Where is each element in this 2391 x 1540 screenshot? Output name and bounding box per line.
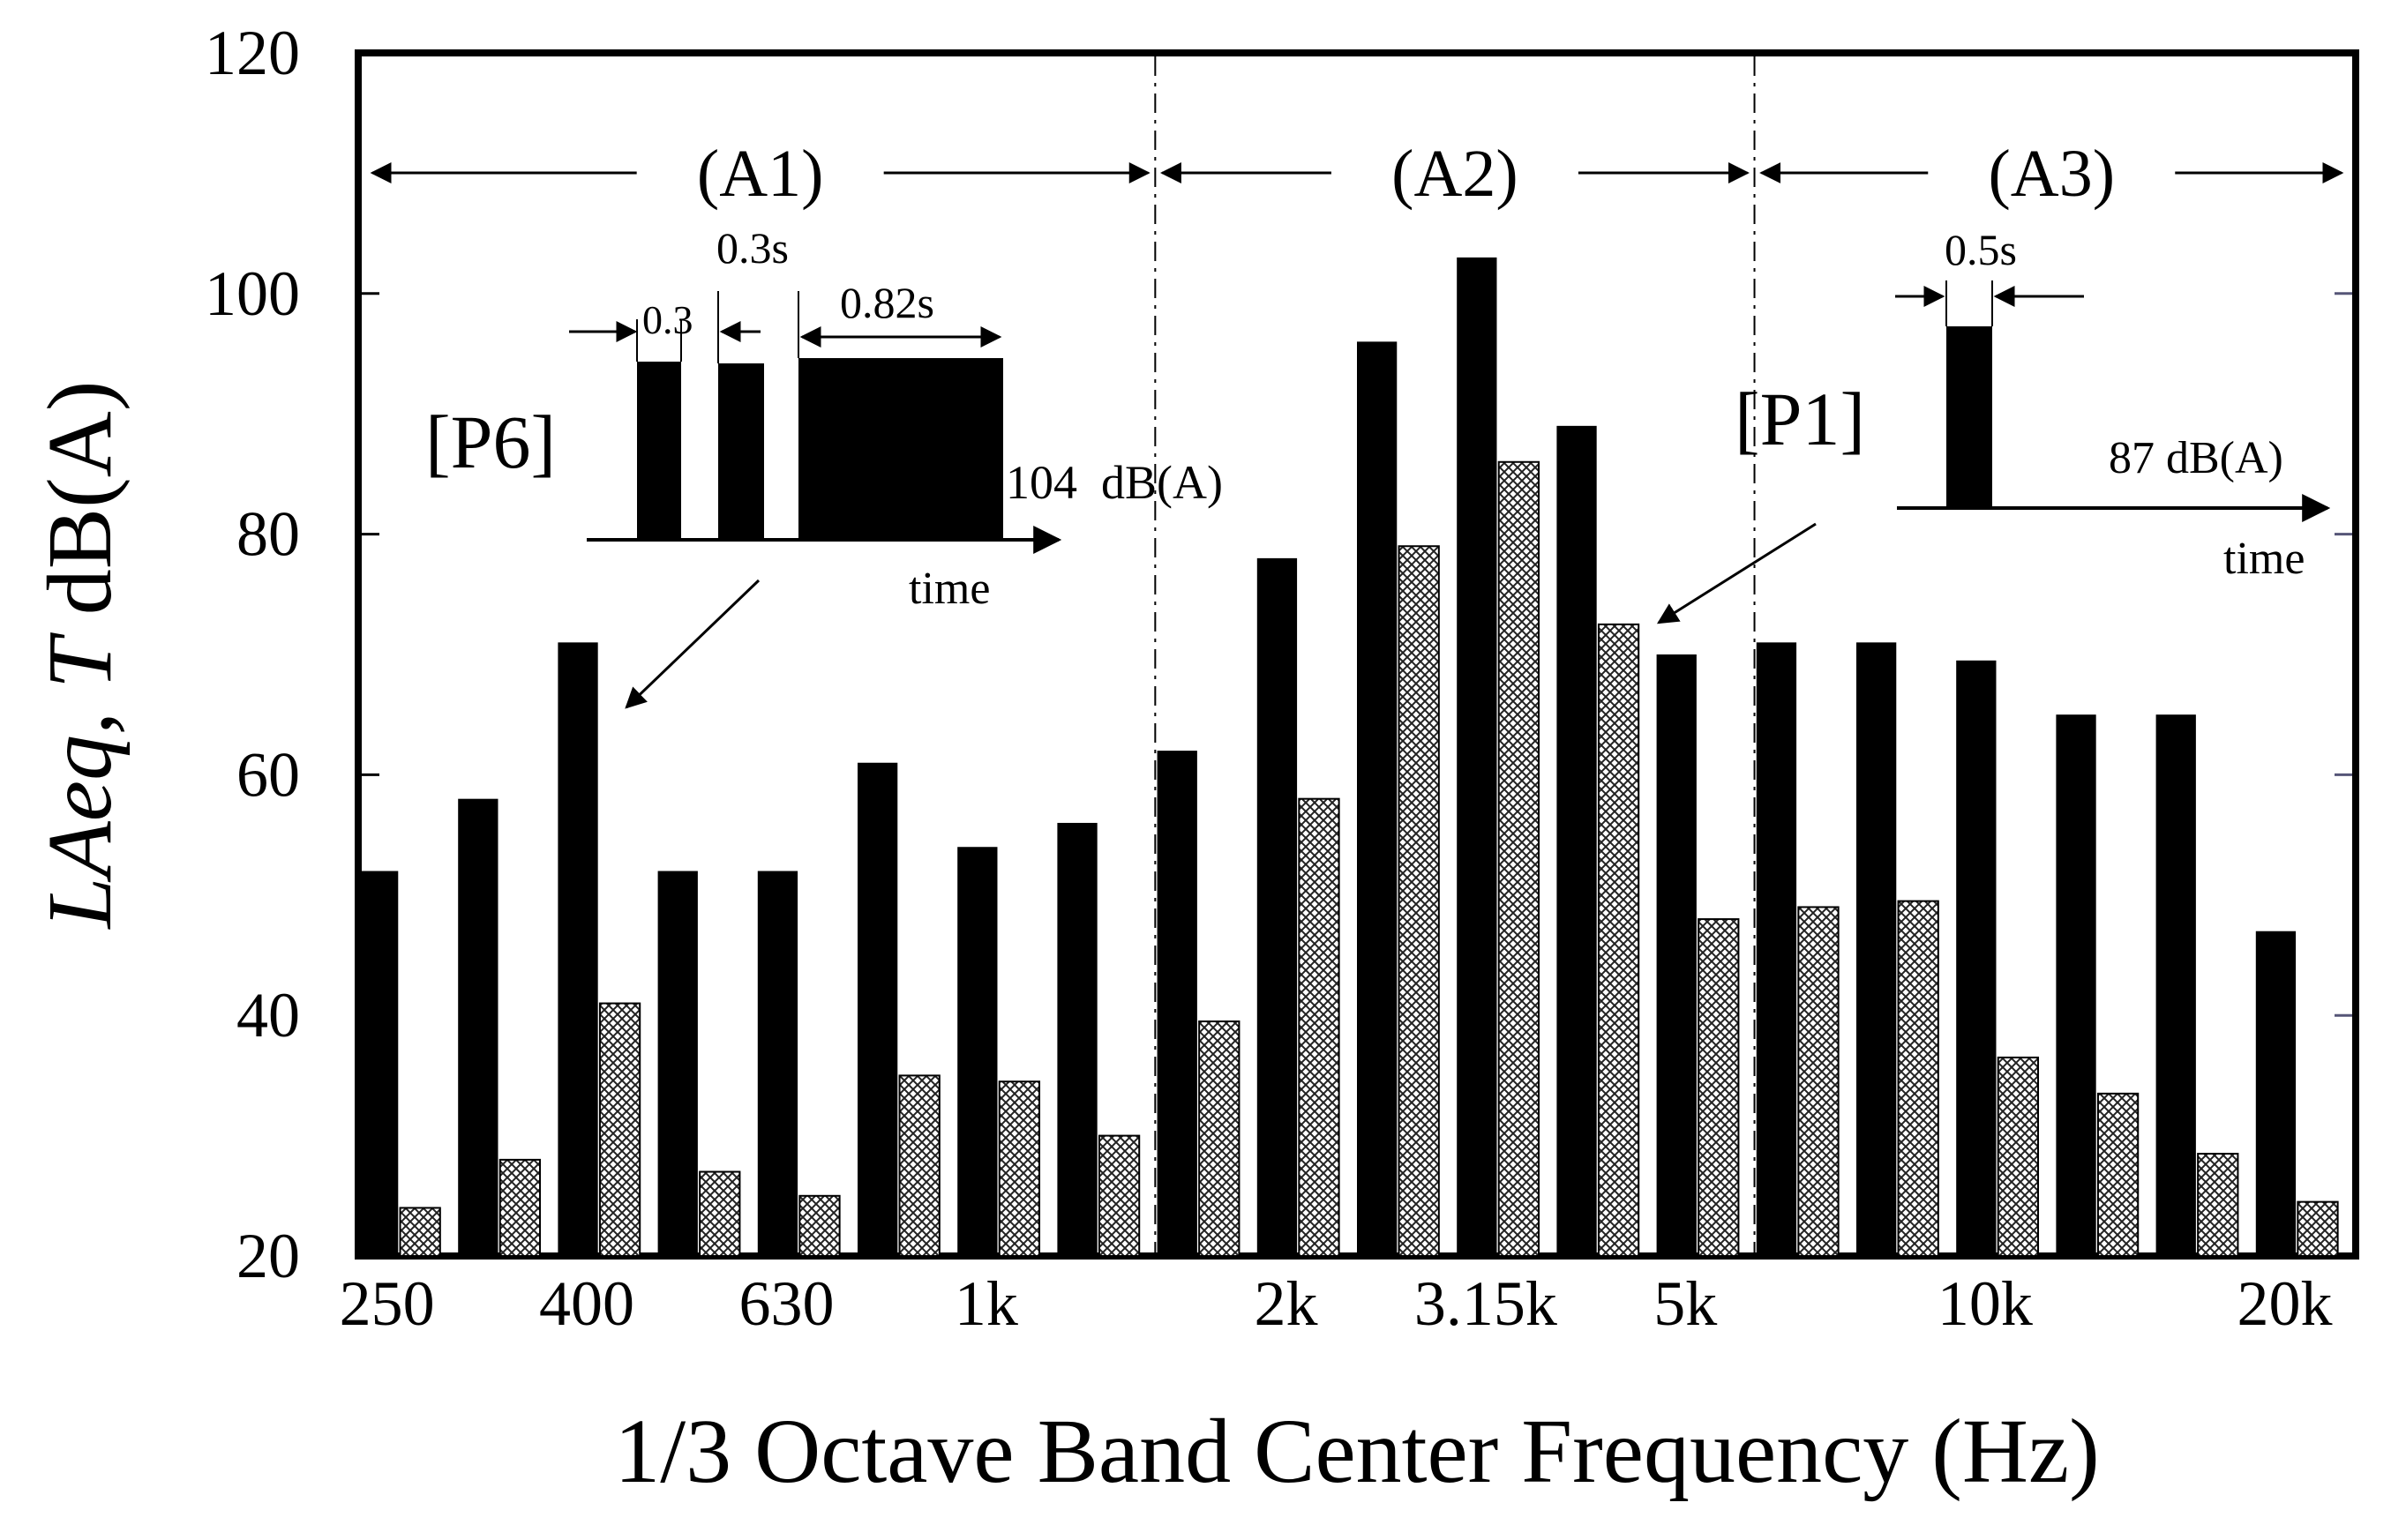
y-axis-title-italic: LAeq, T [29,632,131,931]
bar-p1-1.6k [1198,1020,1240,1258]
p1-inset: [P1] 0.5s 87 dB(A) time [1656,225,2331,624]
bar-p6-8k [1856,642,1897,1256]
p6-pulse3-label: 0.82s [840,278,934,327]
bar-p6-10k [1956,660,1997,1256]
bar-p6-1.25k [1057,822,1098,1256]
region-label: (A3) [1989,137,2116,211]
bar-p1-16k [2197,1153,2239,1258]
bar-p1-2.5k [1398,545,1440,1257]
bar-p6-315 [458,798,498,1256]
x-axis-title: 1/3 Octave Band Center Frequency (Hz) [614,1401,2100,1502]
x-tick-label: 3.15k [1414,1268,1557,1339]
x-tick-label: 5k [1653,1268,1717,1339]
bar-p1-630 [798,1194,841,1258]
series-p1-bars [399,460,2339,1258]
y-tick-label: 60 [236,739,300,810]
p6-pulse1-label: 0.3 [642,297,693,342]
bar-p6-2k [1256,557,1298,1256]
bar-p1-250 [399,1207,441,1257]
x-tick-label: 630 [738,1268,834,1339]
bar-p1-5k [1698,918,1740,1257]
bar-p6-800 [858,762,898,1256]
y-axis-title-unit: dB(A) [29,380,131,638]
y-tick-label: 20 [236,1221,300,1291]
series-p6-bars [358,257,2297,1257]
bar-p1-800 [898,1074,941,1258]
bar-p1-10k [1997,1056,2040,1257]
bar-p6-1k [957,847,998,1256]
y-tick-label: 80 [236,499,300,570]
p1-level-label: 87 dB(A) [2109,433,2283,483]
y-tick-label: 100 [205,258,300,329]
p6-inset: [P6] 0.3 0.3s 0.82s 104 dB(A) time [425,223,1223,709]
bar-p6-1.6k [1157,751,1197,1256]
bar-p1-1.25k [1098,1134,1141,1257]
bar-p6-5k [1656,654,1697,1256]
p1-pulse [1946,326,1992,508]
x-tick-label: 400 [539,1268,634,1339]
bar-p1-1k [998,1080,1041,1257]
bar-p1-12.5k [2096,1092,2140,1257]
p6-pulse-3 [798,358,1003,540]
bar-p1-20k [2297,1200,2339,1257]
bar-p1-400 [598,1002,641,1258]
bar-p6-20k [2255,931,2297,1256]
bar-p6-250 [358,871,399,1256]
p1-pointer-arrow [1656,522,1817,624]
x-tick-labels: 250 400 630 1k 2k 3.15k 5k 10k 20k [340,1268,2333,1339]
x-tick-label: 1k [955,1268,1018,1339]
x-tick-label: 20k [2237,1268,2332,1339]
bar-p6-4k [1556,425,1597,1257]
bar-p6-400 [558,642,598,1256]
p1-label: [P1] [1735,377,1865,461]
bar-p1-8k [1897,900,1939,1257]
p6-time-label: time [909,564,990,614]
region-label: (A2) [1391,137,1518,211]
p6-label: [P6] [425,400,556,484]
bar-p1-315 [498,1158,542,1258]
x-tick-label: 2k [1254,1268,1317,1339]
bar-p6-12.5k [2056,714,2096,1256]
bar-p6-630 [757,871,798,1256]
x-tick-label: 10k [1938,1268,2033,1339]
p6-pulse2-label: 0.3s [716,223,789,273]
bar-p1-500 [699,1170,741,1258]
bar-p6-16k [2155,714,2196,1256]
p6-level-label: 104 dB(A) [1006,456,1223,509]
region-dividers: (A1) (A2) (A3) [370,56,2344,1252]
p6-pulse-2 [718,363,764,540]
region-label: (A1) [697,137,824,211]
bar-p1-2k [1298,797,1340,1257]
p6-pointer-arrow [625,579,761,709]
bar-p1-4k [1597,623,1640,1257]
p1-time-label: time [2223,534,2305,584]
x-tick-label: 250 [340,1268,435,1339]
bar-p1-6.3k [1797,906,1840,1257]
y-axis-title: LAeq, T dB(A) [29,380,131,930]
p6-pulse-1 [637,362,681,540]
y-tick-label: 120 [205,18,300,88]
bar-p6-3.15k [1457,257,1497,1256]
y-tick-labels: 20 40 60 80 100 120 [205,18,300,1291]
bar-p6-500 [657,871,698,1256]
bar-p6-6.3k [1756,642,1797,1256]
y-tick-label: 40 [236,980,300,1050]
p1-pulse-label: 0.5s [1945,225,2017,274]
bar-p1-3.15k [1497,460,1540,1257]
bar-p6-2.5k [1357,341,1398,1256]
